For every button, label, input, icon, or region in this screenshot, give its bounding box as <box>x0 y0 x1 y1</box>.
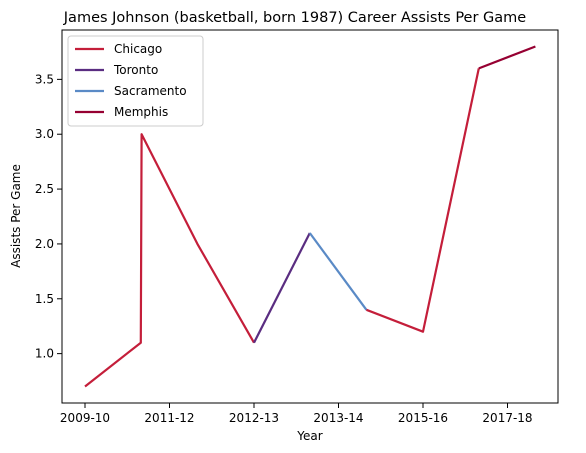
y-axis-label: Assists Per Game <box>9 164 23 268</box>
y-tick-label: 3.5 <box>35 72 54 86</box>
x-tick-label: 2011-12 <box>144 411 194 425</box>
x-tick-label: 2013-14 <box>313 411 363 425</box>
x-axis-label: Year <box>296 429 322 443</box>
series-line-toronto-1 <box>253 232 311 344</box>
y-tick-label: 2.0 <box>35 237 54 251</box>
series-lines <box>84 45 536 388</box>
y-axis-ticks: 1.0 1.5 2.0 2.5 3.0 3.5 <box>35 72 62 361</box>
legend-label-memphis: Memphis <box>114 105 168 119</box>
legend-label-toronto: Toronto <box>113 63 158 77</box>
y-tick-label: 2.5 <box>35 182 54 196</box>
y-tick-label: 1.5 <box>35 292 54 306</box>
y-tick-label: 1.0 <box>35 347 54 361</box>
y-tick-label: 3.0 <box>35 127 54 141</box>
series-line-chicago-3 <box>366 68 480 333</box>
x-axis-ticks: 2009-10 2011-12 2012-13 2013-14 2015-16 2017-… <box>60 403 533 425</box>
legend: Chicago Toronto Sacramento Memphis <box>67 35 204 127</box>
series-line-memphis-4 <box>478 45 536 70</box>
chart-title: James Johnson (basketball, born 1987) Ca… <box>63 10 527 26</box>
series-line-chicago-0 <box>84 133 255 388</box>
x-tick-label: 2017-18 <box>482 411 532 425</box>
x-tick-label: 2015-16 <box>398 411 448 425</box>
series-line-sacramento-2 <box>308 232 368 311</box>
legend-label-chicago: Chicago <box>114 42 162 56</box>
legend-box <box>67 35 204 127</box>
legend-label-sacramento: Sacramento <box>114 84 187 98</box>
x-tick-label: 2012-13 <box>229 411 279 425</box>
x-tick-label: 2009-10 <box>60 411 110 425</box>
